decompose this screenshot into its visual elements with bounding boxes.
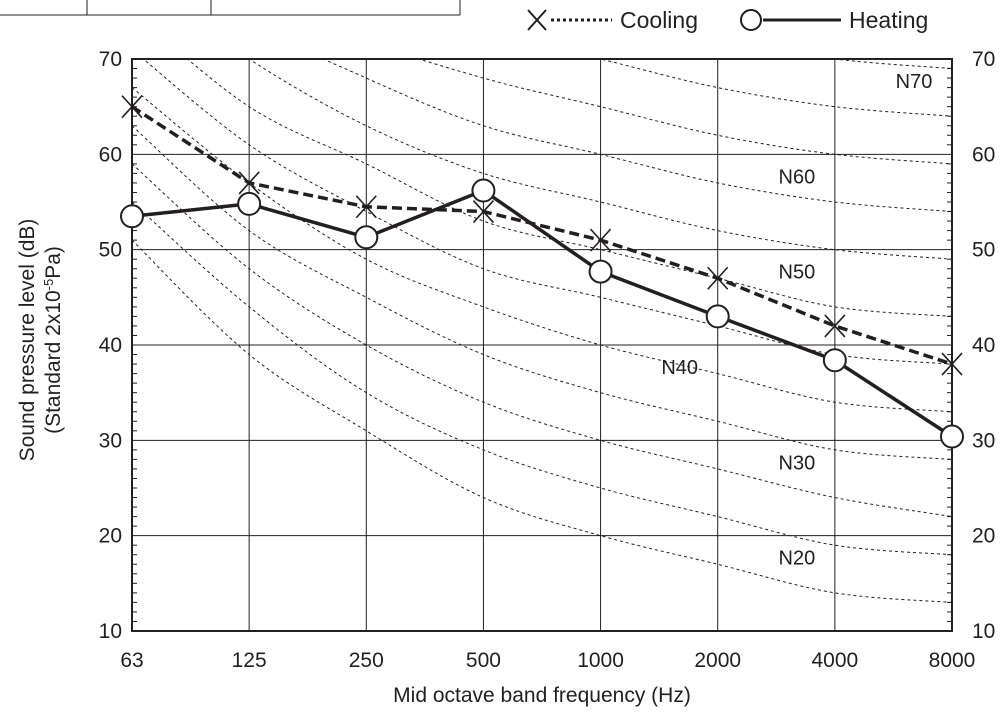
point-heating (705, 304, 730, 329)
legend: Cooling Heating (527, 7, 928, 33)
point-cooling-stroke (824, 314, 846, 338)
x-tick-label: 1000 (577, 649, 624, 672)
point-heating (588, 259, 613, 284)
nc-label: N40 (661, 357, 698, 379)
point-cooling-stroke (121, 95, 143, 119)
point-cooling (355, 195, 377, 219)
y-tick-label-left: 50 (99, 239, 122, 262)
nc-curves (132, 59, 952, 603)
x-tick-label: 500 (466, 649, 501, 672)
y-tick-label-left: 20 (99, 525, 122, 548)
y-axis-label: Sound pressure level (dB) (Standard 2x10… (16, 219, 65, 462)
y-axis-label-line2: (Standard 2x10-5Pa) (41, 246, 66, 434)
nc-label: N60 (779, 166, 816, 188)
y-axis-label-exp: -5 (41, 279, 56, 291)
nc-curve (132, 163, 952, 518)
minor-ticks (132, 68, 952, 622)
nc-curve (186, 59, 952, 317)
x-tick-label: 125 (232, 649, 267, 672)
point-cooling-stroke (472, 199, 495, 224)
nc-label: N50 (779, 262, 816, 284)
legend-heating-label: Heating (849, 7, 928, 33)
point-cooling-stroke (707, 266, 729, 290)
point-cooling-stroke (355, 195, 377, 219)
y-axis-label-suffix: Pa) (42, 246, 65, 279)
point-heating (822, 348, 847, 373)
y-tick-label-right: 40 (972, 334, 995, 357)
x-tick-label: 63 (120, 649, 143, 672)
legend-heating-marker (740, 9, 762, 31)
legend-cooling-marker (527, 9, 547, 31)
nc-label: N20 (779, 548, 816, 570)
y-tick-label-right: 50 (972, 239, 995, 262)
nc-curve (322, 59, 952, 213)
point-heating (354, 225, 379, 250)
point-heating (237, 191, 262, 216)
y-tick-label-right: 60 (972, 143, 995, 166)
y-tick-label-left: 40 (99, 334, 122, 357)
nc-label: N70 (896, 71, 933, 93)
point-cooling-stroke (589, 228, 612, 252)
point-cooling-stroke (238, 171, 260, 195)
y-tick-label-left: 60 (99, 143, 122, 166)
nc-labels: N70 N60 N50 N40 N30 N20 (661, 71, 932, 570)
plot-frame (131, 58, 953, 632)
nc-curve (248, 59, 952, 260)
point-cooling (941, 352, 963, 376)
y-axis-label-prefix: (Standard 2x10 (42, 290, 65, 434)
y-tick-label-left: 30 (99, 429, 122, 452)
x-tick-label: 8000 (929, 649, 976, 672)
legend-cooling-label: Cooling (620, 7, 698, 33)
y-tick-label-right: 70 (972, 48, 995, 71)
y-tick-label-left: 70 (99, 48, 122, 71)
axes-labels: 63 125 250 500 1000 2000 4000 8000 10 10 20 20 30 30 4… (99, 48, 996, 672)
table-fragment (0, 0, 461, 16)
y-tick-label-left: 10 (99, 620, 122, 643)
point-heating (120, 204, 144, 229)
series (120, 95, 964, 449)
point-cooling-stroke (941, 352, 963, 376)
point-cooling (824, 314, 846, 338)
y-tick-label-right: 30 (972, 429, 995, 452)
y-axis-label-line1: Sound pressure level (dB) (16, 219, 39, 462)
nc-label: N30 (779, 452, 816, 474)
x-tick-label: 4000 (811, 649, 858, 672)
x-tick-label: 250 (349, 649, 384, 672)
point-cooling (707, 266, 729, 290)
point-heating (471, 178, 496, 203)
nc-curve (132, 125, 952, 460)
x-tick-label: 2000 (694, 649, 741, 672)
point-cooling (589, 228, 612, 252)
grid (132, 59, 952, 631)
point-cooling (121, 95, 143, 119)
point-cooling (238, 171, 260, 195)
series-line-cooling (131, 105, 953, 366)
series-line-heating (131, 188, 953, 438)
y-tick-label-right: 10 (972, 620, 995, 643)
nc-curve (132, 239, 952, 603)
point-heating (940, 424, 964, 449)
nc-curve (132, 201, 952, 556)
y-tick-label-right: 20 (972, 525, 995, 548)
point-cooling (472, 199, 495, 224)
nc-curve (417, 59, 952, 165)
x-axis-label: Mid octave band frequency (Hz) (393, 684, 691, 707)
